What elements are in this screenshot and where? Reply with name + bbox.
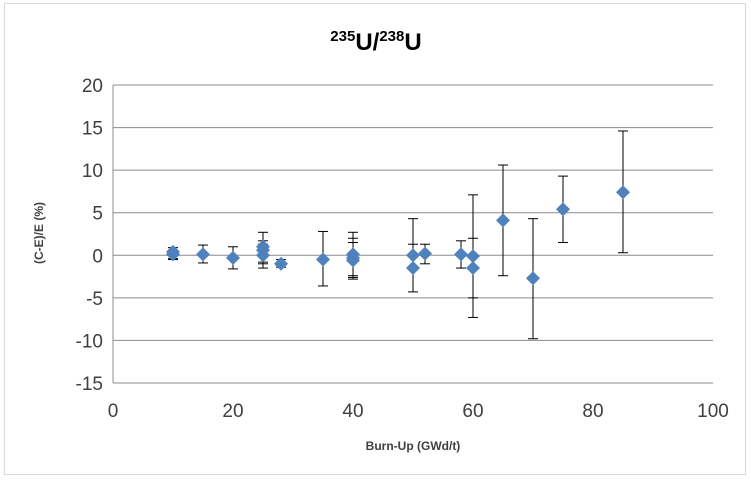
y-tick-label: 20 xyxy=(82,76,103,97)
chart-title-sup-1: 235 xyxy=(330,28,355,45)
chart-title: 235U/238U xyxy=(330,28,421,56)
data-point-13 xyxy=(406,261,420,276)
chart-title-base-1: U/ xyxy=(355,29,379,56)
error-bars xyxy=(168,130,628,340)
data-point-18 xyxy=(496,213,510,228)
x-tick-label: 100 xyxy=(697,401,729,422)
y-tick-labels: 20 15 10 5 0 -5 -10 -15 xyxy=(76,76,103,395)
data-point-14 xyxy=(418,246,432,261)
x-tick-label: 20 xyxy=(222,401,243,422)
data-point-2 xyxy=(196,247,210,262)
data-point-8 xyxy=(316,252,330,267)
chart-title-base-2: U xyxy=(404,29,421,56)
chart-frame xyxy=(4,3,746,475)
y-tick-label: 10 xyxy=(82,161,103,182)
data-point-3 xyxy=(226,250,240,265)
data-point-19 xyxy=(526,271,540,286)
data-point-15 xyxy=(454,247,468,262)
y-tick-label: 0 xyxy=(92,246,103,267)
data-point-16 xyxy=(466,249,480,264)
data-markers xyxy=(166,185,630,286)
data-point-1 xyxy=(166,247,180,262)
x-tick-label: 80 xyxy=(582,401,603,422)
chart-title-sup-2: 238 xyxy=(379,28,404,45)
data-point-7 xyxy=(274,256,288,271)
y-tick-label: -10 xyxy=(76,331,103,352)
y-tick-label: 15 xyxy=(82,119,103,140)
x-tick-labels: 0 20 40 60 80 100 xyxy=(108,401,729,422)
x-tick-label: 40 xyxy=(342,401,363,422)
data-point-20 xyxy=(556,202,570,217)
data-point-21 xyxy=(616,185,630,200)
data-point-12 xyxy=(406,248,420,263)
y-tick-label: -5 xyxy=(86,289,103,310)
y-tick-label: -15 xyxy=(76,374,103,395)
x-tick-label: 60 xyxy=(462,401,483,422)
data-point-6 xyxy=(256,248,270,263)
y-tick-label: 5 xyxy=(92,204,103,225)
y-axis-title: (C-E)/E (%) xyxy=(32,202,46,264)
x-axis-title: Burn-Up (GWd/t) xyxy=(366,439,461,453)
data-point-11 xyxy=(346,253,360,268)
data-point-17 xyxy=(466,261,480,276)
x-tick-label: 0 xyxy=(108,401,119,422)
